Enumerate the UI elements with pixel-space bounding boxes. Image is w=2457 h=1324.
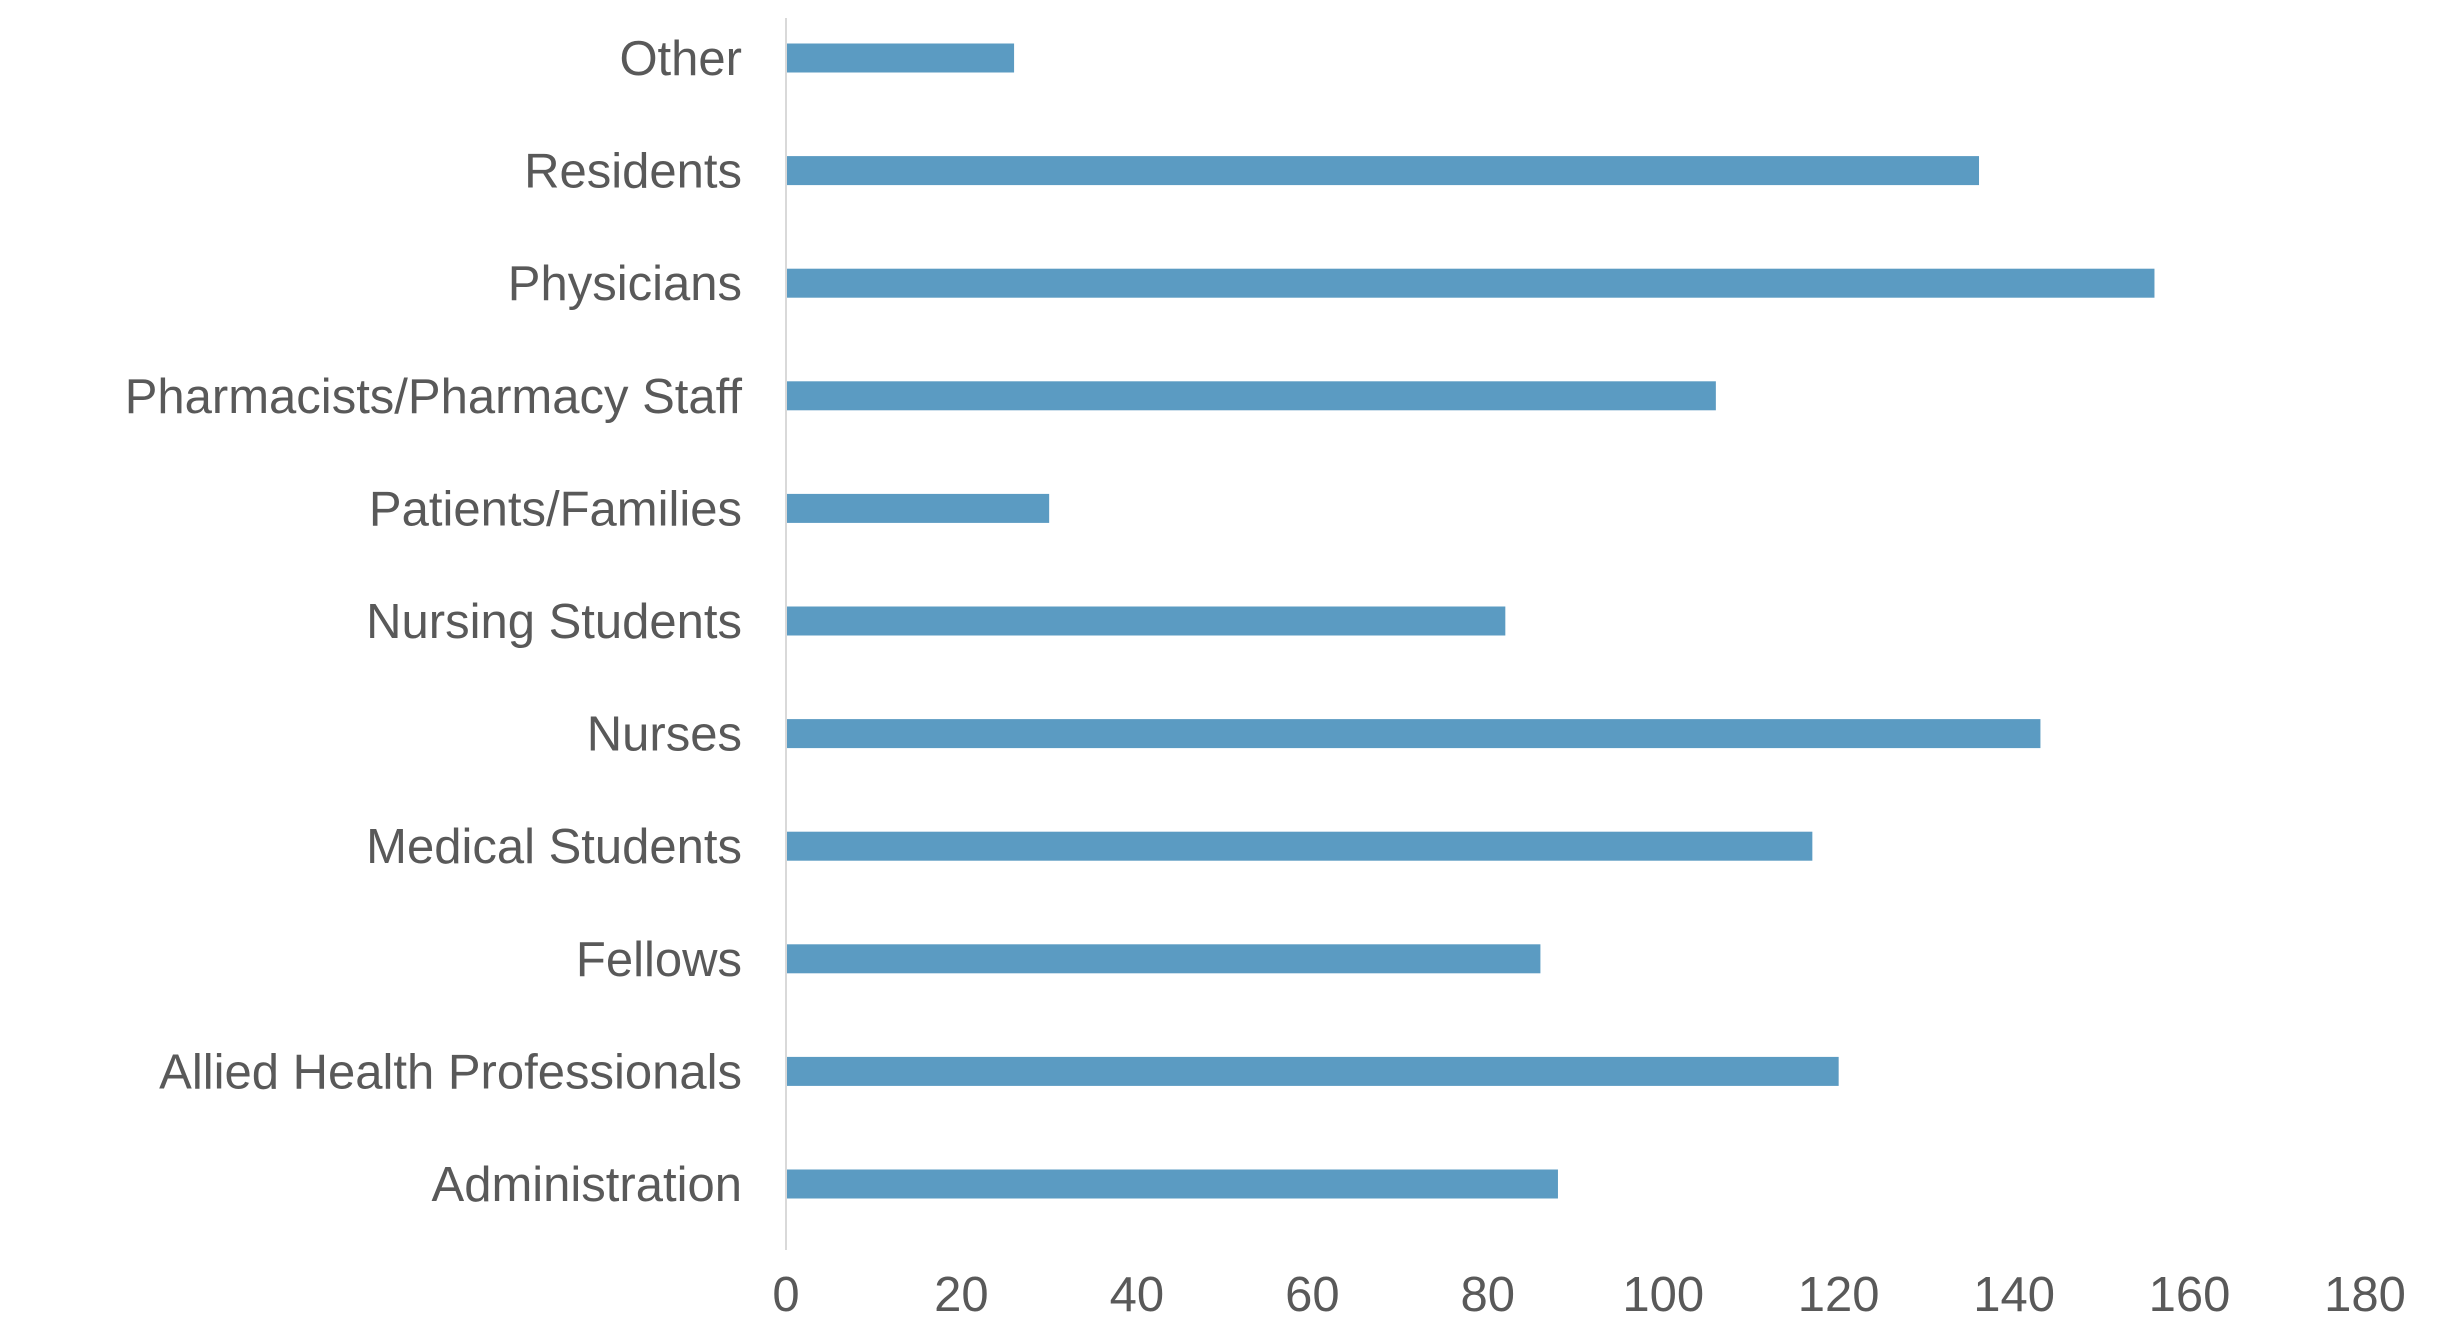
category-label-nurses: Nurses (587, 708, 742, 762)
x-tick-label-80: 80 (1461, 1268, 1516, 1319)
x-tick-label-120: 120 (1798, 1268, 1880, 1319)
bar-patients-families (787, 493, 1050, 523)
bar-pharmacists-pharmacy-staff (787, 381, 1716, 411)
x-tick-label-20: 20 (934, 1268, 989, 1319)
category-label-patients-families: Patients/Families (369, 482, 742, 536)
category-label-other: Other (619, 32, 742, 86)
x-tick-label-60: 60 (1285, 1268, 1340, 1319)
category-label-allied-health-professionals: Allied Health Professionals (159, 1045, 742, 1099)
bar-residents (787, 156, 1980, 186)
bar-nursing-students (787, 606, 1506, 636)
category-label-physicians: Physicians (508, 257, 742, 311)
x-tick-label-140: 140 (1973, 1268, 2055, 1319)
x-tick-label-100: 100 (1622, 1268, 1704, 1319)
bar-fellows (787, 944, 1541, 974)
bar-allied-health-professionals (787, 1056, 1839, 1086)
x-tick-label-180: 180 (2324, 1268, 2406, 1319)
category-label-medical-students: Medical Students (366, 820, 742, 874)
bars-layer (787, 43, 2155, 1199)
category-label-fellows: Fellows (576, 933, 742, 987)
category-label-nursing-students: Nursing Students (366, 595, 742, 649)
bar-other (787, 43, 1015, 73)
bar-administration (787, 1169, 1558, 1199)
category-label-pharmacists-pharmacy-staff: Pharmacists/Pharmacy Staff (125, 370, 743, 424)
x-tick-label-40: 40 (1110, 1268, 1165, 1319)
category-labels: Administration Allied Health Professional… (125, 32, 743, 1212)
x-tick-labels: 0 20 40 60 80 100 120 140 160 180 (772, 1268, 2406, 1322)
x-tick-label-160: 160 (2149, 1268, 2231, 1319)
x-tick-label-0: 0 (772, 1268, 799, 1319)
bar-nurses (787, 719, 2041, 749)
bar-medical-students (787, 831, 1813, 861)
bar-physicians (787, 268, 2155, 298)
category-label-administration: Administration (432, 1158, 742, 1212)
category-label-residents: Residents (524, 145, 742, 199)
